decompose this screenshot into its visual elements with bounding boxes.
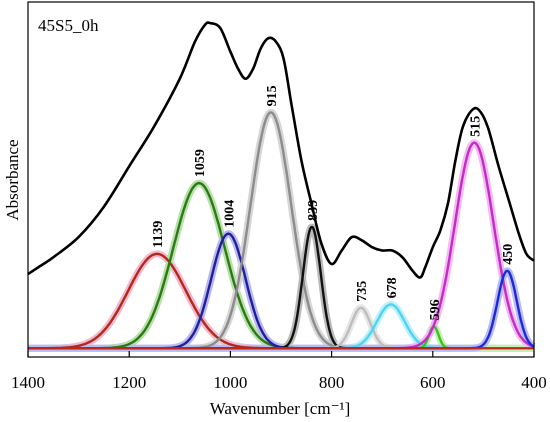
component-peak-450 bbox=[27, 269, 535, 350]
plot-frame bbox=[27, 1, 535, 358]
x-axis-label: Wavenumber [cm⁻¹] bbox=[210, 399, 351, 418]
measured-spectrum-line bbox=[27, 21, 535, 279]
peak-label-1004: 1004 bbox=[222, 200, 237, 228]
component-halo-515 bbox=[25, 139, 537, 352]
x-tick-label-600: 600 bbox=[420, 373, 446, 392]
peak-label-1059: 1059 bbox=[193, 149, 208, 177]
y-axis-label: Absorbance bbox=[3, 139, 22, 220]
x-axis-ticks: 1400 1200 1000 800 600 400 bbox=[11, 351, 547, 392]
peak-label-839: 839 bbox=[306, 200, 321, 221]
x-tick-label-800: 800 bbox=[319, 373, 345, 392]
peak-labels: 1139 1059 1004 915 839 735 678 596 515 450 bbox=[151, 85, 516, 320]
peak-label-1139: 1139 bbox=[151, 221, 166, 248]
chart-title: 45S5_0h bbox=[38, 16, 99, 35]
peak-label-735: 735 bbox=[355, 281, 370, 302]
x-tick-label-1400: 1400 bbox=[11, 373, 45, 392]
component-halo-450 bbox=[25, 267, 537, 352]
x-tick-label-1200: 1200 bbox=[112, 373, 146, 392]
peak-label-450: 450 bbox=[501, 244, 516, 265]
component-peak-515 bbox=[27, 141, 535, 350]
x-tick-label-1000: 1000 bbox=[213, 373, 247, 392]
peak-label-915: 915 bbox=[265, 85, 280, 106]
peak-label-596: 596 bbox=[428, 299, 443, 320]
x-tick-label-400: 400 bbox=[521, 373, 547, 392]
peak-label-678: 678 bbox=[385, 277, 400, 298]
component-halo-1139 bbox=[25, 250, 537, 352]
peak-label-515: 515 bbox=[468, 116, 483, 137]
